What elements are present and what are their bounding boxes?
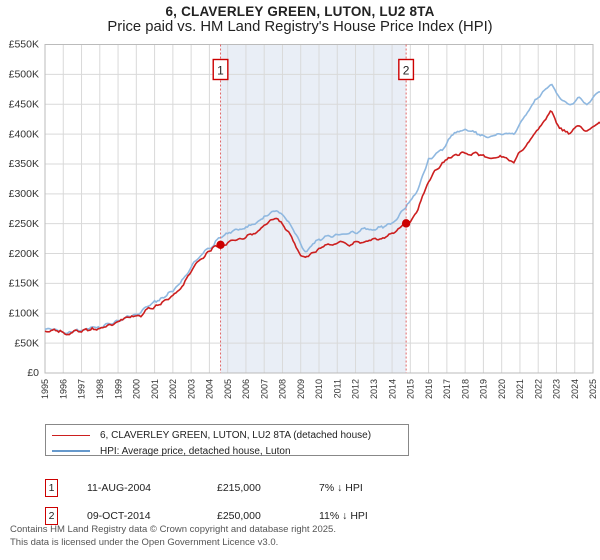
svg-text:2023: 2023 [552,379,562,399]
svg-text:2007: 2007 [259,379,269,399]
svg-text:2014: 2014 [387,379,397,399]
svg-text:2011: 2011 [332,379,342,398]
svg-text:2000: 2000 [132,379,142,399]
svg-text:2025: 2025 [588,379,598,399]
svg-text:£200K: £200K [9,248,39,260]
svg-text:2016: 2016 [424,379,434,399]
svg-text:2: 2 [403,63,410,77]
svg-text:£100K: £100K [9,307,39,319]
svg-text:2022: 2022 [533,379,543,399]
svg-text:2002: 2002 [168,379,178,399]
svg-text:2018: 2018 [460,379,470,399]
svg-text:2019: 2019 [479,379,489,399]
svg-text:2006: 2006 [241,379,251,399]
svg-text:2004: 2004 [205,379,215,399]
svg-text:£150K: £150K [9,278,39,290]
svg-text:2001: 2001 [150,379,160,399]
svg-text:2010: 2010 [314,379,324,399]
svg-text:£450K: £450K [9,98,39,110]
svg-text:£250K: £250K [9,218,39,230]
svg-text:£50K: £50K [14,337,39,349]
svg-text:£0: £0 [27,367,39,379]
svg-text:£300K: £300K [9,188,39,200]
svg-text:1998: 1998 [95,379,105,399]
svg-text:2013: 2013 [369,379,379,399]
svg-text:2008: 2008 [278,379,288,399]
svg-text:2009: 2009 [296,379,306,399]
svg-text:£500K: £500K [9,69,39,81]
svg-text:2005: 2005 [223,379,233,399]
svg-text:2012: 2012 [351,379,361,399]
svg-text:2003: 2003 [186,379,196,399]
svg-text:1995: 1995 [40,379,50,399]
svg-text:2021: 2021 [515,379,525,399]
svg-text:2024: 2024 [570,379,580,399]
svg-text:£350K: £350K [9,158,39,170]
svg-text:1997: 1997 [77,379,87,399]
svg-text:1999: 1999 [113,379,123,399]
svg-text:1996: 1996 [58,379,68,399]
svg-text:2015: 2015 [406,379,416,399]
svg-text:2020: 2020 [497,379,507,399]
svg-text:£400K: £400K [9,128,39,140]
svg-text:1: 1 [217,63,224,77]
svg-text:2017: 2017 [442,379,452,399]
svg-text:£550K: £550K [9,39,39,51]
